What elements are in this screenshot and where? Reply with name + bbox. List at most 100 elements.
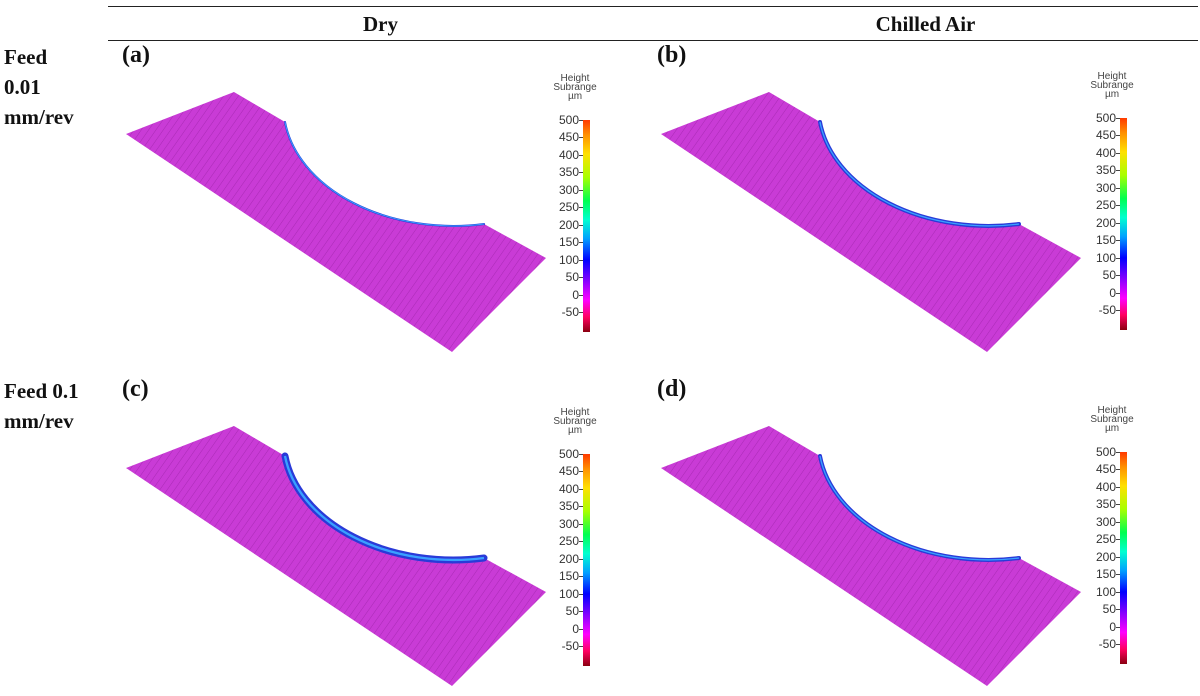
colorbar-tick	[1116, 556, 1120, 558]
colorbar-tick	[1116, 626, 1120, 628]
colorbar-tick-label: 450	[558, 464, 579, 479]
panel-label: (d)	[657, 376, 687, 402]
colorbar-title-line: Subrange	[553, 416, 597, 427]
colorbar-tick	[579, 259, 583, 261]
edge-highlight	[819, 121, 1020, 227]
colorbar-tick	[579, 611, 583, 613]
colorbar-tick	[579, 312, 583, 313]
colorbar-tick	[1116, 539, 1120, 541]
colorbar-tick-label: 0	[572, 621, 579, 636]
colorbar-tick	[1116, 504, 1120, 506]
row-label-feed-01: Feed 0.1 mm/rev	[4, 376, 79, 436]
panel-label: (b)	[657, 42, 687, 68]
colorbar-tick-label: 350	[1095, 497, 1116, 512]
colorbar-tick-label: 150	[558, 235, 579, 250]
colorbar-title: Height Subrange µm	[543, 73, 607, 102]
colorbar-tick-label: 0	[1109, 285, 1116, 300]
surface-scan-plot	[661, 92, 1081, 352]
colorbar-tick-label: 500	[1095, 111, 1116, 125]
panel-label: (a)	[122, 42, 150, 68]
edge-highlight	[819, 455, 1020, 561]
colorbar-tick	[1116, 205, 1120, 207]
colorbar-tick	[1116, 152, 1120, 154]
colorbar-tick	[579, 523, 583, 525]
colorbar-tick-label: 250	[1095, 532, 1116, 547]
panel-b: (b)	[657, 42, 1187, 362]
colorbar-tick-label: 100	[1095, 584, 1116, 599]
colorbar-tick-label: 150	[558, 569, 579, 584]
colorbar-title-line: Subrange	[1090, 414, 1134, 425]
panel-label: (c)	[122, 376, 149, 402]
colorbar-tick	[1116, 609, 1120, 611]
colorbar-gradient	[583, 120, 590, 332]
colorbar-tick	[1116, 591, 1120, 593]
row-label-line: Feed	[4, 45, 48, 69]
column-header-chilled-air: Chilled Air	[875, 12, 976, 36]
edge-highlight	[284, 121, 485, 227]
colorbar-tick	[579, 207, 583, 209]
row-label-feed-001: Feed 0.01 mm/rev	[4, 42, 74, 132]
colorbar-tick-label: -50	[561, 305, 579, 319]
colorbar-tick	[579, 471, 583, 473]
colorbar-tick	[579, 137, 583, 139]
colorbar-tick-label: 350	[558, 165, 579, 180]
colorbar-title-line: Height	[560, 73, 590, 84]
row-label-line: mm/rev	[4, 105, 74, 129]
colorbar-tick	[579, 541, 583, 543]
colorbar-tick	[579, 576, 583, 578]
colorbar-tick-label: 100	[558, 252, 579, 267]
colorbar-tick-label: -50	[1098, 637, 1116, 651]
colorbar-tick	[1116, 644, 1120, 645]
colorbar-tick-label: 450	[1095, 462, 1116, 477]
colorbar-tick	[1116, 118, 1120, 119]
colorbar: Height Subrange µm 500 450 400 350 300 250 200 150…	[1080, 72, 1160, 342]
colorbar-gradient	[1120, 452, 1127, 664]
colorbar-tick-label: 100	[1095, 250, 1116, 265]
colorbar-tick-label: 100	[558, 586, 579, 601]
colorbar-tick	[579, 172, 583, 174]
colorbar-title-line: Height	[560, 407, 590, 418]
colorbar-tick	[579, 558, 583, 560]
workpiece-surface	[126, 426, 546, 686]
colorbar-tick-label: 500	[1095, 445, 1116, 459]
colorbar-tick-label: 50	[565, 270, 579, 285]
colorbar-title-line: µm	[567, 91, 583, 102]
colorbar-tick	[579, 224, 583, 226]
row-label-line: Feed 0.1	[4, 379, 79, 403]
colorbar-tick-label: 350	[1095, 163, 1116, 178]
surface-scan-plot	[126, 92, 546, 352]
panel-c: (c)	[122, 376, 652, 696]
edge-highlight	[283, 455, 485, 562]
colorbar-tick	[579, 242, 583, 244]
colorbar-tick-label: 300	[1095, 180, 1116, 195]
colorbar-title: Height Subrange µm	[1080, 406, 1144, 434]
colorbar-tick	[1116, 257, 1120, 259]
colorbar-tick-label: 400	[1095, 479, 1116, 494]
colorbar-tick-label: 350	[558, 499, 579, 514]
colorbar-tick	[1116, 222, 1120, 224]
colorbar-tick	[1116, 521, 1120, 523]
colorbar: Height Subrange µm 500 450 400 350 300 250 200 150…	[543, 74, 623, 344]
colorbar-tick-label: 50	[1102, 268, 1116, 283]
colorbar-title-line: Height	[1097, 71, 1127, 82]
colorbar-gradient	[1120, 118, 1127, 330]
colorbar-tick-label: 300	[1095, 514, 1116, 529]
colorbar-tick	[579, 189, 583, 191]
colorbar-tick-label: 250	[558, 534, 579, 549]
colorbar-title-line: Subrange	[553, 82, 597, 93]
colorbar-tick	[1116, 486, 1120, 488]
colorbar-tick-label: 300	[558, 516, 579, 531]
colorbar-tick-label: 150	[1095, 233, 1116, 248]
colorbar-tick	[1116, 135, 1120, 137]
colorbar: Height Subrange µm 500 450 400 350 300 250 200 150…	[543, 408, 623, 678]
colorbar-tick-label: 500	[558, 113, 579, 127]
colorbar-tick	[1116, 452, 1120, 453]
colorbar-tick-label: -50	[1098, 303, 1116, 317]
colorbar-tick-label: 200	[558, 217, 579, 232]
colorbar-tick-label: 200	[1095, 549, 1116, 564]
workpiece-surface	[126, 92, 546, 352]
colorbar-tick-label: -50	[561, 639, 579, 653]
colorbar-tick	[1116, 187, 1120, 189]
colorbar-tick-label: 400	[558, 481, 579, 496]
table-header-rule	[108, 40, 1198, 41]
